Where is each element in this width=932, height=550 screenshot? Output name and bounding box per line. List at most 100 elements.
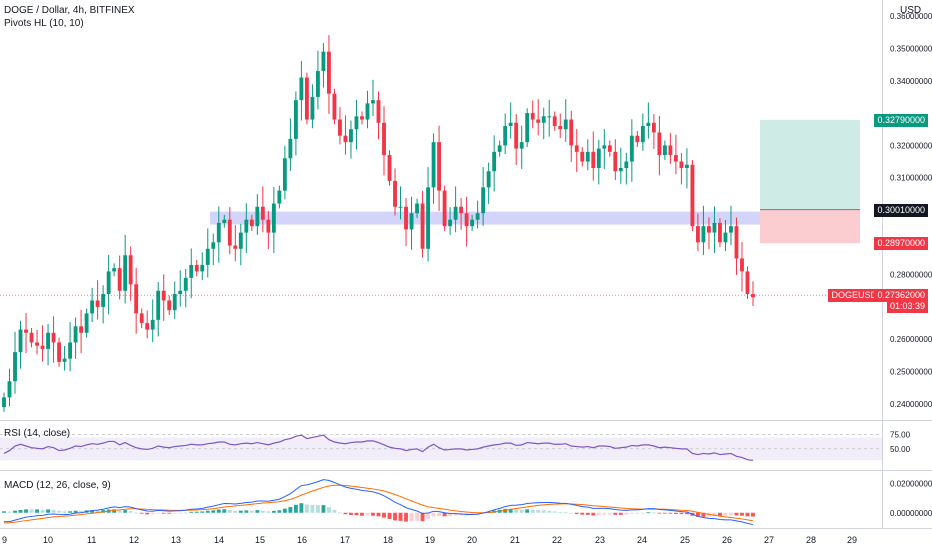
candle-body [18, 329, 23, 353]
candle-body [349, 129, 353, 143]
macd-histogram-bar [315, 505, 320, 513]
macd-histogram-bar [657, 512, 662, 514]
macd-histogram-bar [343, 512, 348, 515]
candle-body [371, 100, 375, 104]
candle-body [189, 264, 194, 278]
rsi-title[interactable]: RSI (14, close) [4, 428, 71, 439]
candle-body [24, 329, 28, 333]
price-tick-label: 0.36000000 [890, 12, 932, 21]
macd-histogram-bar [7, 511, 12, 513]
macd-histogram-bar [569, 512, 574, 514]
macd-histogram-bar [332, 509, 337, 513]
time-axis-label: 16 [297, 535, 307, 545]
candle-body [117, 268, 122, 291]
macd-histogram-bar [249, 510, 254, 513]
macd-histogram-bar [145, 512, 150, 515]
macd-histogram-bar [420, 512, 425, 522]
target-zone [760, 119, 860, 210]
candle-body [101, 294, 106, 307]
candle-body [519, 142, 524, 149]
time-axis-label: 9 [2, 535, 7, 545]
candle-body [448, 219, 453, 227]
candle-body [541, 116, 546, 123]
macd-histogram-bar [222, 509, 227, 513]
macd-histogram-bar [354, 512, 359, 516]
candle-body [123, 255, 128, 291]
macd-histogram-bar [530, 509, 535, 513]
macd-histogram-bar [591, 512, 596, 516]
candle-body [530, 113, 535, 120]
time-axis-label: 20 [467, 535, 477, 545]
candle-body [178, 290, 183, 294]
price-tick-label: 0.35000000 [890, 44, 932, 53]
candle-body [585, 151, 590, 162]
candle-body [580, 151, 585, 162]
candle-body [233, 245, 238, 249]
entry-price-tag: 0.30010000 [874, 203, 928, 217]
candle-body [398, 206, 403, 208]
time-axis-label: 25 [680, 535, 690, 545]
candle-body [68, 342, 73, 359]
macd-histogram-bar [607, 512, 612, 515]
macd-histogram-bar [18, 509, 23, 513]
macd-histogram-bar [282, 508, 287, 513]
candle-body [161, 290, 166, 301]
candle-body [404, 206, 408, 230]
macd-histogram-bar [701, 512, 706, 517]
macd-histogram-bar [453, 512, 458, 516]
candle-body [293, 100, 298, 139]
macd-title[interactable]: MACD (12, 26, close, 9) [4, 480, 111, 491]
candle-body [624, 161, 629, 168]
candle-body [145, 323, 150, 330]
candle-body [690, 164, 695, 227]
macd-histogram-bar [470, 512, 475, 515]
macd-histogram-bar [673, 512, 678, 514]
macd-histogram-bar [514, 509, 519, 513]
macd-histogram-bar [695, 512, 700, 517]
candle-body [574, 145, 579, 152]
macd-histogram-bar [365, 512, 370, 516]
candle-body [227, 219, 232, 246]
price-tick-label: 0.24000000 [890, 400, 932, 409]
macd-histogram-bar [40, 509, 45, 513]
macd-histogram-bar [46, 509, 50, 513]
macd-histogram-bar [382, 512, 386, 518]
candle-body [723, 232, 728, 243]
candle-body [183, 277, 188, 291]
candle-body [84, 313, 89, 333]
candle-body [596, 148, 601, 168]
candle-body [635, 135, 640, 143]
macd-histogram-bar [580, 512, 585, 515]
macd-tick-label: 0.02000000 [890, 479, 932, 488]
candle-body [453, 206, 458, 220]
macd-histogram-bar [729, 512, 733, 516]
candle-body [426, 187, 430, 249]
candle-body [205, 248, 210, 265]
candle-body [244, 219, 249, 233]
macd-histogram-bar [293, 504, 298, 513]
macd-histogram-bar [751, 512, 755, 517]
macd-histogram-bar [651, 512, 656, 514]
candle-body [431, 142, 436, 188]
symbol-price-tag: DOGEUSD [828, 289, 880, 303]
symbol-title[interactable]: DOGE / Dollar, 4h, BITFINEX [4, 5, 135, 16]
macd-histogram-bar [172, 512, 177, 514]
candle-body [2, 397, 6, 408]
macd-histogram-bar [260, 510, 265, 513]
macd-histogram-bar [95, 510, 100, 513]
candle-body [150, 319, 155, 330]
indicator-title[interactable]: Pivots HL (10, 10) [4, 18, 84, 29]
macd-histogram-bar [668, 512, 673, 514]
candle-body [503, 126, 508, 146]
candle-body [668, 145, 673, 156]
candle-body [51, 332, 56, 343]
candle-body [415, 203, 419, 214]
rsi-tick-label: 75.00 [890, 431, 911, 440]
macd-histogram-bar [161, 512, 166, 514]
macd-histogram-bar [277, 510, 282, 513]
support-zone [210, 211, 760, 225]
macd-histogram-bar [255, 510, 260, 513]
candle-body [718, 222, 722, 243]
candle-body [266, 219, 271, 233]
